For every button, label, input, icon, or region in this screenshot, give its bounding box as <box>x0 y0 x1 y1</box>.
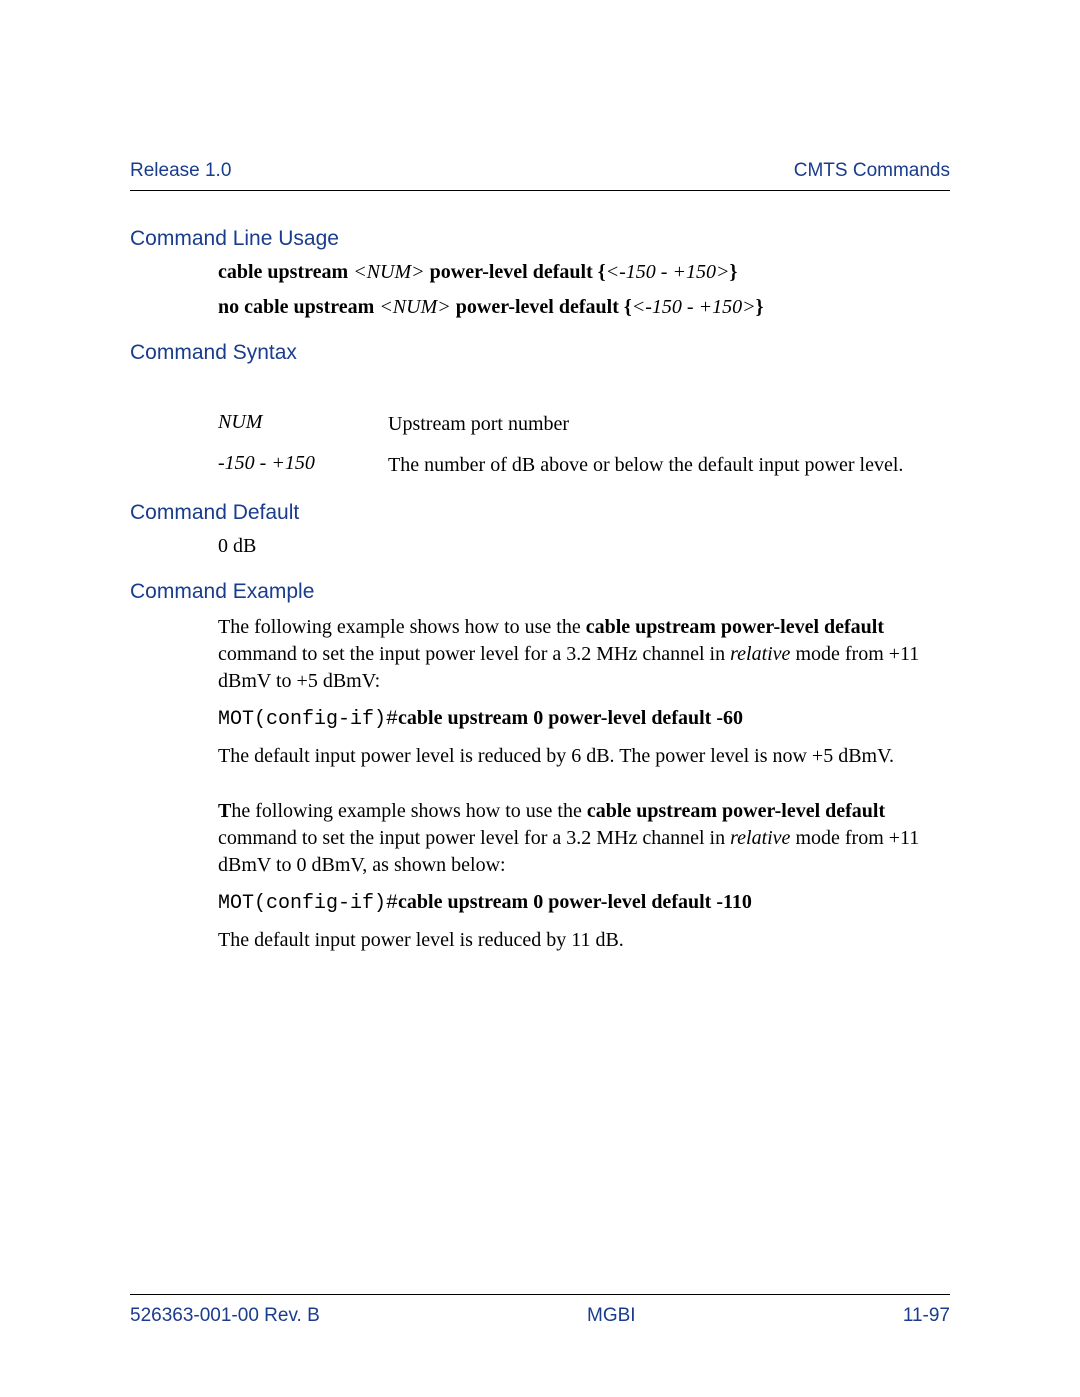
example-block: The following example shows how to use t… <box>218 614 950 954</box>
footer-right: 11-97 <box>903 1305 950 1327</box>
usage-line-1: cable upstream <NUM> power-level default… <box>218 261 950 284</box>
example-paragraph: The default input power level is reduced… <box>218 927 950 954</box>
example-command-line: MOT(config-if)#cable upstream 0 power-le… <box>218 705 950 733</box>
footer-left: 526363-001-00 Rev. B <box>130 1305 320 1327</box>
syntax-param: -150 - +150 <box>218 452 388 479</box>
example-mode: relative <box>730 643 790 665</box>
example-command-line: MOT(config-if)#cable upstream 0 power-le… <box>218 889 950 917</box>
usage-text: power-level default { <box>425 261 606 283</box>
usage-param: <-150 - +150> <box>632 296 756 318</box>
usage-heading: Command Line Usage <box>130 227 950 251</box>
usage-text: } <box>729 261 737 283</box>
example-cmd-name: cable upstream power-level default <box>587 800 885 822</box>
cli-command: cable upstream 0 power-level default -11… <box>398 891 752 913</box>
usage-block: cable upstream <NUM> power-level default… <box>218 261 950 319</box>
usage-text: cable upstream <box>218 261 353 283</box>
usage-param: <-150 - +150> <box>606 261 730 283</box>
syntax-desc: The number of dB above or below the defa… <box>388 452 950 479</box>
usage-text: } <box>756 296 764 318</box>
example-mode: relative <box>730 827 790 849</box>
usage-param: <NUM> <box>379 296 450 318</box>
page-header: Release 1.0 CMTS Commands <box>130 160 950 191</box>
example-paragraph: The following example shows how to use t… <box>218 614 950 695</box>
usage-text: power-level default { <box>451 296 632 318</box>
cli-prompt: MOT(config-if)# <box>218 708 398 731</box>
header-left: Release 1.0 <box>130 160 231 182</box>
cli-command: cable upstream 0 power-level default -60 <box>398 707 743 729</box>
syntax-heading: Command Syntax <box>130 341 950 365</box>
usage-param: <NUM> <box>353 261 424 283</box>
example-paragraph: The default input power level is reduced… <box>218 743 950 770</box>
page-footer: 526363-001-00 Rev. B MGBI 11-97 <box>130 1294 950 1327</box>
header-right: CMTS Commands <box>794 160 950 182</box>
page-content: Release 1.0 CMTS Commands Command Line U… <box>0 0 1080 954</box>
example-text: command to set the input power level for… <box>218 643 730 665</box>
example-paragraph: The following example shows how to use t… <box>218 798 950 879</box>
usage-line-2: no cable upstream <NUM> power-level defa… <box>218 296 950 319</box>
example-text: he following example shows how to use th… <box>231 800 587 822</box>
syntax-row: NUM Upstream port number <box>218 411 950 438</box>
default-heading: Command Default <box>130 501 950 525</box>
cli-prompt: MOT(config-if)# <box>218 892 398 915</box>
syntax-row: -150 - +150 The number of dB above or be… <box>218 452 950 479</box>
example-text: The following example shows how to use t… <box>218 616 586 638</box>
syntax-desc: Upstream port number <box>388 411 950 438</box>
footer-center: MGBI <box>587 1305 636 1327</box>
default-value: 0 dB <box>218 535 950 558</box>
example-text: T <box>218 800 231 822</box>
syntax-param: NUM <box>218 411 388 438</box>
example-heading: Command Example <box>130 580 950 604</box>
syntax-table: NUM Upstream port number -150 - +150 The… <box>218 411 950 479</box>
example-text: command to set the input power level for… <box>218 827 730 849</box>
usage-text: no cable upstream <box>218 296 379 318</box>
example-cmd-name: cable upstream power-level default <box>586 616 884 638</box>
